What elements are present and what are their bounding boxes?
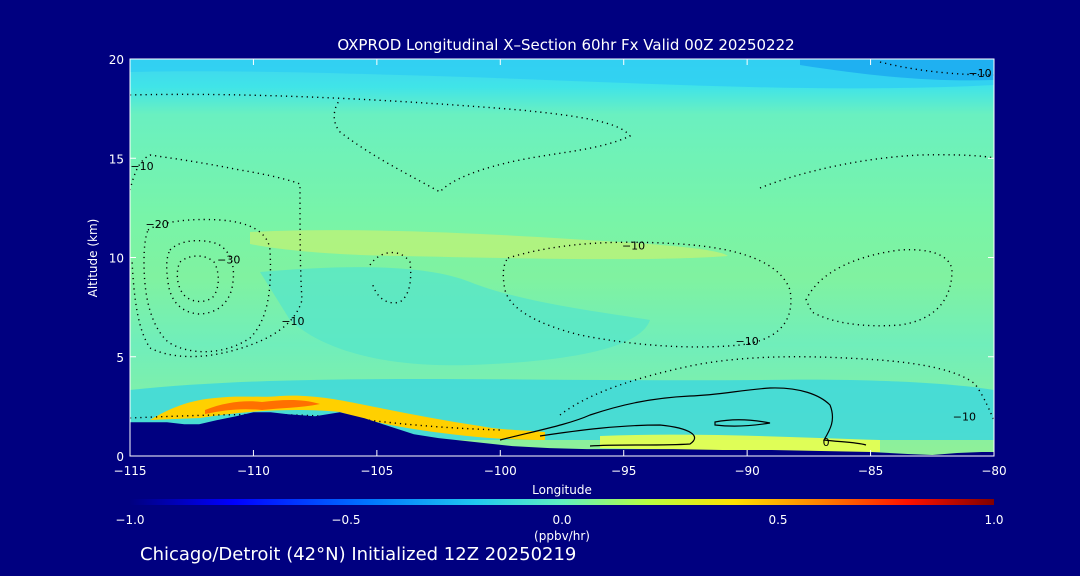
contour-zero-small	[714, 419, 771, 427]
x-tick-label: −90	[734, 464, 759, 478]
y-tick-label: 0	[116, 450, 124, 464]
contour-label: −10	[968, 67, 991, 80]
y-tick-label: 15	[109, 152, 124, 166]
colorbar-tick-label: 0.0	[552, 513, 571, 527]
colorbar-tick-label: 0.5	[768, 513, 787, 527]
contour-label: −10	[736, 335, 759, 348]
contour-label: −10	[130, 160, 153, 173]
contour-label: −10	[622, 240, 645, 253]
upper-cyan-band	[130, 59, 994, 89]
contour-label: −30	[217, 253, 240, 266]
x-tick-label: −105	[360, 464, 393, 478]
chart-title: OXPROD Longitudinal X–Section 60hr Fx Va…	[337, 36, 794, 54]
y-axis: 0 5 10 15 20	[109, 53, 994, 464]
contour-label: −20	[146, 218, 169, 231]
contour-zero-inner	[539, 424, 696, 447]
x-tick-label: −95	[611, 464, 636, 478]
surface-yellow-east	[600, 434, 880, 452]
contour-right-upper	[759, 154, 994, 189]
contour-left-inner	[176, 255, 219, 303]
contour-lower-wide	[559, 356, 994, 421]
contour-mid-low	[369, 251, 412, 304]
y-axis-label: Altitude (km)	[86, 219, 100, 298]
y-tick-label: 20	[109, 53, 124, 67]
colorbar-ticks: −1.0 −0.5 0.0 0.5 1.0	[115, 513, 1003, 527]
mid-yellow-band	[250, 230, 728, 260]
mid-cyan-region	[260, 267, 650, 366]
dotted-contours	[130, 61, 994, 431]
colorbar-units: (ppbv/hr)	[534, 529, 590, 543]
contour-surface-left	[130, 413, 501, 431]
contour-left-30	[165, 239, 235, 315]
y-tick-label: 5	[116, 351, 124, 365]
plot-area	[130, 59, 994, 456]
x-tick-label: −100	[484, 464, 517, 478]
contour-label: −10	[953, 410, 976, 423]
x-tick-label: −85	[858, 464, 883, 478]
y-tick-label: 10	[109, 252, 124, 266]
solid-contours	[499, 387, 867, 447]
upper-blue-core	[800, 59, 994, 81]
contour-zero-outer	[499, 387, 867, 446]
colorbar	[130, 499, 994, 505]
contour-small-east	[805, 248, 953, 327]
contour-label: −10	[281, 315, 304, 328]
x-tick-label: −115	[114, 464, 147, 478]
surface-hot-core	[205, 400, 320, 414]
x-tick-label: −80	[981, 464, 1006, 478]
colorbar-tick-label: 1.0	[984, 513, 1003, 527]
x-axis-label: Longitude	[532, 483, 592, 497]
contour-labels: −10 −10 −20 −30 −10 −10 −10 −10 0	[130, 67, 991, 449]
colorbar-tick-label: −1.0	[115, 513, 144, 527]
terrain	[130, 412, 994, 456]
x-axis: −115 −110 −105 −100 −95 −90 −85 −80	[114, 59, 1007, 478]
colorbar-tick-label: −0.5	[331, 513, 360, 527]
footer-text: Chicago/Detroit (42°N) Initialized 12Z 2…	[140, 544, 576, 565]
x-tick-label: −110	[237, 464, 270, 478]
contour-label: 0	[823, 436, 830, 449]
contour-left-20	[143, 218, 272, 353]
